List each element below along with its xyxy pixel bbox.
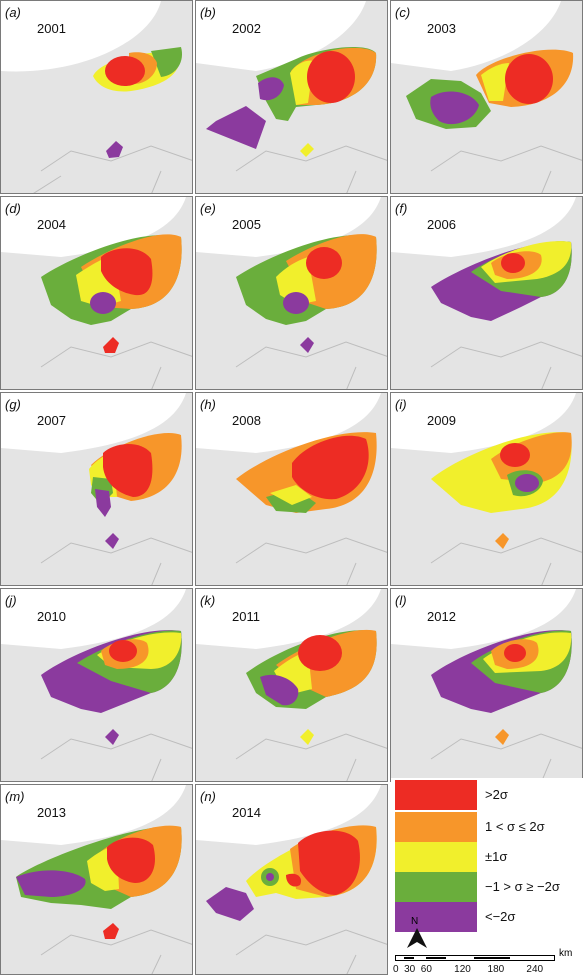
legend-label: 1 < σ ≤ 2σ (485, 819, 545, 834)
region-map (196, 1, 387, 193)
scale-bar (395, 955, 555, 961)
panel-year: 2006 (427, 217, 456, 232)
panel-year: 2004 (37, 217, 66, 232)
region-map (196, 197, 387, 389)
panel-year: 2011 (232, 609, 260, 624)
map-panel-2002: (b) 2002 (195, 0, 388, 194)
panel-year: 2013 (37, 805, 66, 820)
region-map (391, 197, 582, 389)
panel-label: (i) (395, 397, 407, 412)
legend-item: 1 < σ ≤ 2σ (395, 812, 585, 842)
north-label: N (411, 916, 419, 927)
map-panel-2008: (h) 2008 (195, 392, 388, 586)
map-panel-2006: (f) 2006 (390, 196, 583, 390)
region-map (1, 197, 192, 389)
map-panel-2005: (e) 2005 (195, 196, 388, 390)
legend-item: −1 > σ ≥ −2σ (395, 872, 585, 902)
map-panel-2014: (n) 2014 (195, 784, 388, 975)
panel-year: 2012 (427, 609, 456, 624)
panel-label: (a) (5, 5, 21, 20)
panel-label: (l) (395, 593, 407, 608)
panel-year: 2001 (37, 21, 66, 36)
region-map (391, 393, 582, 585)
region-map (1, 785, 192, 974)
north-arrow-icon: N (405, 916, 429, 952)
panel-label: (e) (200, 201, 216, 216)
panel-year: 2008 (232, 413, 261, 428)
panel-label: (b) (200, 5, 216, 20)
panel-year: 2005 (232, 217, 261, 232)
map-panel-2010: (j) 2010 (0, 588, 193, 782)
map-panel-2013: (m) 2013 (0, 784, 193, 975)
panel-year: 2007 (37, 413, 66, 428)
panel-label: (n) (200, 789, 216, 804)
region-map (391, 589, 582, 781)
panel-label: (k) (200, 593, 216, 608)
panel-year: 2014 (232, 805, 261, 820)
scale-ticks: 0 30 60 120 180 240 (393, 964, 544, 975)
panel-label: (d) (5, 201, 21, 216)
panel-label: (f) (395, 201, 408, 216)
arrow-icon (407, 928, 427, 948)
map-panel-2012: (l) 2012 (390, 588, 583, 782)
region-map (1, 589, 192, 781)
region-map (196, 785, 387, 974)
legend-swatch (395, 872, 477, 902)
map-panel-2009: (i) 2009 (390, 392, 583, 586)
legend-label: >2σ (485, 787, 508, 802)
panel-label: (j) (5, 593, 17, 608)
panel-year: 2003 (427, 21, 456, 36)
panel-year: 2002 (232, 21, 261, 36)
legend-label: <−2σ (485, 909, 516, 924)
region-map (391, 1, 582, 193)
region-map (196, 589, 387, 781)
legend-item: <−2σ (395, 902, 585, 932)
legend-item: ±1σ (395, 842, 585, 872)
region-map (196, 393, 387, 585)
panel-label: (m) (5, 789, 25, 804)
scale-unit: km (559, 948, 573, 959)
legend-swatch (395, 812, 477, 842)
map-panel-2004: (d) 2004 (0, 196, 193, 390)
map-panel-2011: (k) 2011 (195, 588, 388, 782)
region-map (1, 1, 192, 193)
panel-label: (c) (395, 5, 411, 20)
legend-swatch (395, 780, 477, 810)
panel-year: 2009 (427, 413, 456, 428)
legend-label: −1 > σ ≥ −2σ (485, 879, 560, 894)
panel-label: (h) (200, 397, 216, 412)
map-panel-2001: (a) 2001 (0, 0, 193, 194)
region-map (1, 393, 192, 585)
panel-label: (g) (5, 397, 21, 412)
panel-year: 2010 (37, 609, 66, 624)
legend-item: >2σ (395, 780, 585, 810)
legend-swatch (395, 902, 477, 932)
legend-swatch (395, 842, 477, 872)
map-panel-2003: (c) 2003 (390, 0, 583, 194)
legend-label: ±1σ (485, 849, 508, 864)
map-legend: >2σ 1 < σ ≤ 2σ ±1σ −1 > σ ≥ −2σ <−2σ N k… (391, 778, 586, 975)
map-panel-2007: (g) 2007 (0, 392, 193, 586)
